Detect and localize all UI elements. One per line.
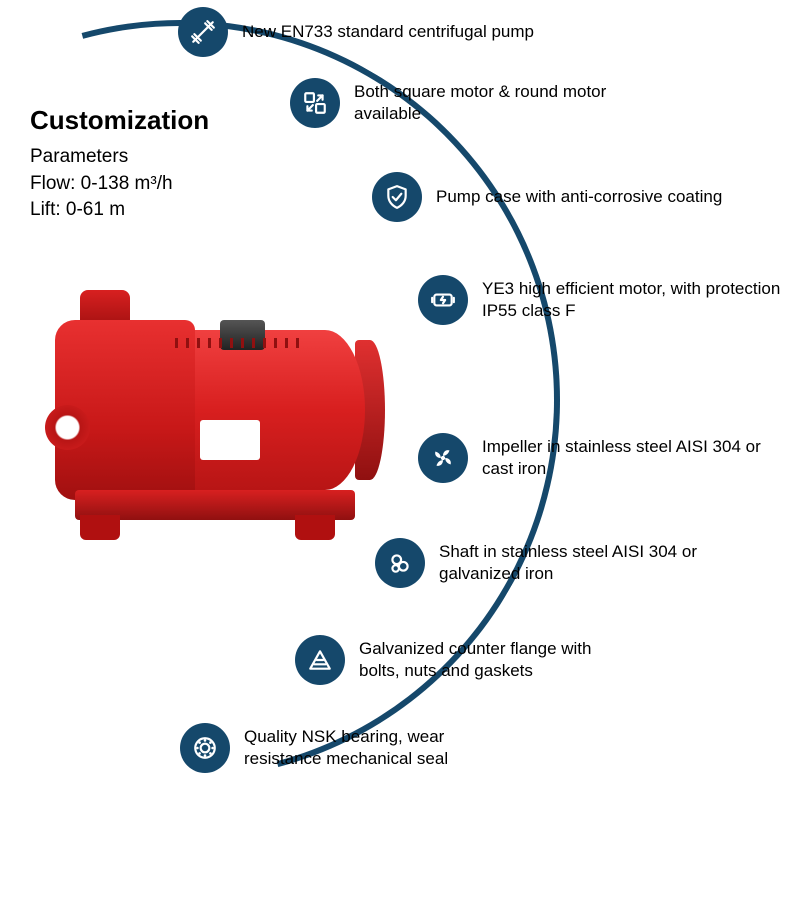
feature-text: Both square motor & round motor availabl… [354, 81, 654, 125]
feature-text: Quality NSK bearing, wear resistance mec… [244, 726, 514, 770]
shield-icon [372, 172, 422, 222]
customization-block: Customization Parameters Flow: 0-138 m³/… [30, 105, 209, 224]
flange-icon [295, 635, 345, 685]
feature-text: Galvanized counter flange with bolts, nu… [359, 638, 629, 682]
feature-text: Shaft in stainless steel AISI 304 or gal… [439, 541, 739, 585]
motor-icon [418, 275, 468, 325]
feature-text: New EN733 standard centrifugal pump [242, 21, 534, 43]
feature-item: Pump case with anti-corrosive coating [372, 172, 722, 222]
shaft-icon [375, 538, 425, 588]
customization-title: Customization [30, 105, 209, 136]
feature-item: Quality NSK bearing, wear resistance mec… [180, 723, 514, 773]
refresh-icon [290, 78, 340, 128]
flow-param: Flow: 0-138 m³/h [30, 171, 209, 198]
feature-text: YE3 high efficient motor, with protectio… [482, 278, 782, 322]
feature-text: Impeller in stainless steel AISI 304 or … [482, 436, 782, 480]
feature-item: YE3 high efficient motor, with protectio… [418, 275, 782, 325]
fan-icon [418, 433, 468, 483]
bearing-icon [180, 723, 230, 773]
feature-item: Impeller in stainless steel AISI 304 or … [418, 433, 782, 483]
lift-param: Lift: 0-61 m [30, 197, 209, 224]
feature-item: Shaft in stainless steel AISI 304 or gal… [375, 538, 739, 588]
feature-item: Galvanized counter flange with bolts, nu… [295, 635, 629, 685]
feature-item: New EN733 standard centrifugal pump [178, 7, 534, 57]
parameters-label: Parameters [30, 144, 209, 171]
feature-item: Both square motor & round motor availabl… [290, 78, 654, 128]
tools-icon [178, 7, 228, 57]
pump-illustration [25, 290, 385, 550]
feature-text: Pump case with anti-corrosive coating [436, 186, 722, 208]
